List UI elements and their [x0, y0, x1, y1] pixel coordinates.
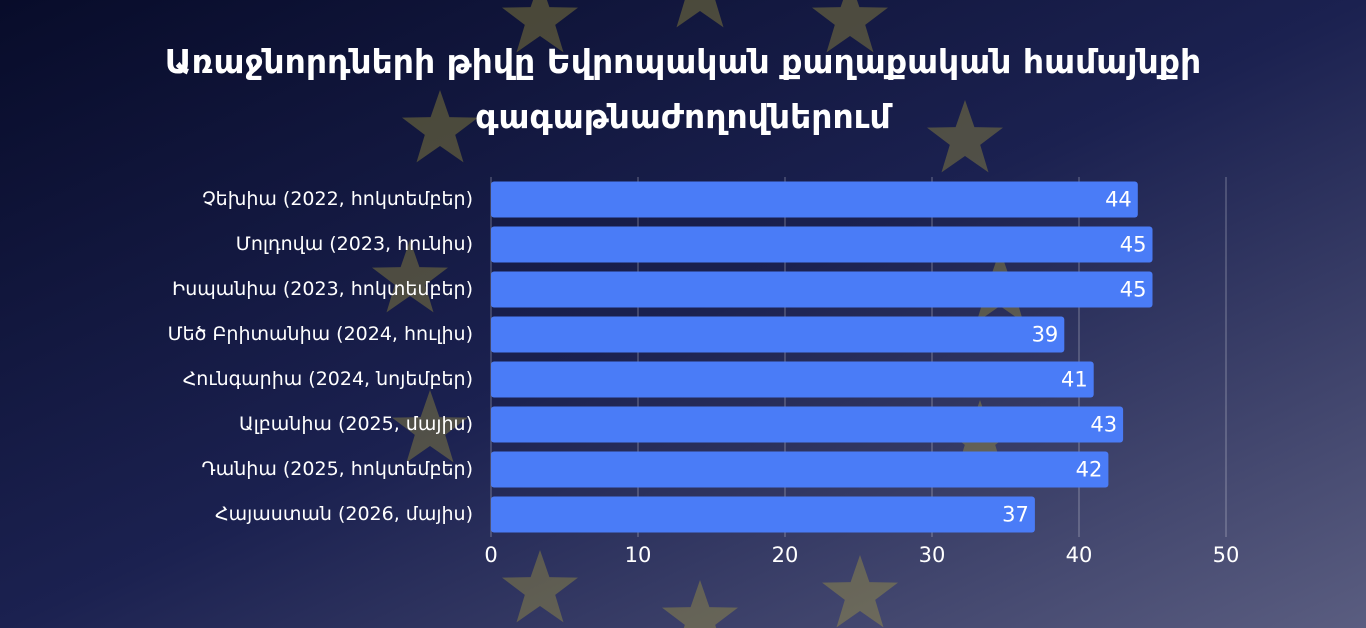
y-tick-label: Մեծ Բրիտանիա (2024, հուլիս): [168, 323, 473, 345]
plot: 0 10 20 30 40 50 Չեխիա (2022, հոկտեմբեր) 44 Մոլդ…: [168, 177, 1240, 567]
y-tick-label: Չեխիա (2022, հոկտեմբեր): [202, 188, 473, 210]
x-tick-label: 10: [625, 543, 652, 567]
y-tick-label: Հունգարիա (2024, նոյեմբեր): [183, 368, 473, 390]
y-tick-label: Իսպանիա (2023, հոկտեմբեր): [172, 278, 473, 300]
y-tick-label: Մոլդովա (2023, հունիս): [236, 233, 473, 255]
y-tick-label: Ալբանիա (2025, մայիս): [239, 413, 473, 435]
bar: [491, 271, 1153, 308]
value-label: 41: [1061, 368, 1088, 392]
chart-title: Առաջնորդների թիվը Եվրոպական քաղաքական հա…: [164, 42, 1202, 136]
bar: [491, 406, 1124, 443]
x-tick-label: 0: [484, 543, 497, 567]
bar: [491, 451, 1109, 488]
bar: [491, 181, 1138, 218]
x-tick-label: 20: [772, 543, 799, 567]
x-tick-label: 30: [919, 543, 946, 567]
value-label: 45: [1120, 233, 1147, 257]
bar: [491, 361, 1094, 398]
y-tick-label: Հայաստան (2026, մայիս): [215, 503, 473, 525]
value-label: 43: [1090, 413, 1117, 437]
bar: [491, 496, 1035, 533]
value-label: 42: [1076, 458, 1103, 482]
bar: [491, 226, 1153, 263]
y-tick-label: Դանիա (2025, հոկտեմբեր): [201, 458, 473, 480]
x-tick-label: 50: [1213, 543, 1240, 567]
x-tick-label: 40: [1066, 543, 1093, 567]
bar: [491, 316, 1065, 353]
value-label: 39: [1032, 323, 1059, 347]
value-label: 45: [1120, 278, 1147, 302]
value-label: 44: [1105, 188, 1132, 212]
value-label: 37: [1002, 503, 1029, 527]
